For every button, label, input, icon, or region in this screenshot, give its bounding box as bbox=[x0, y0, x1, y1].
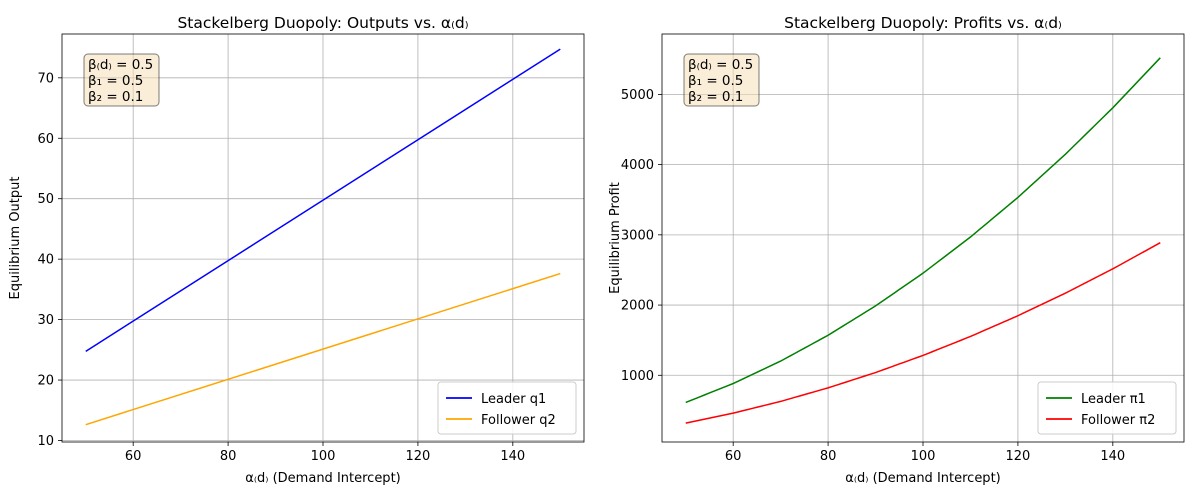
legend-label: Leader π1 bbox=[1081, 392, 1146, 407]
series-line-2 bbox=[685, 242, 1161, 424]
y-axis-label: Equilibrium Profit bbox=[608, 182, 623, 294]
series-line-2 bbox=[85, 272, 561, 426]
legend: Leader π1 Follower π2 bbox=[1037, 381, 1177, 435]
legend-label: Follower π2 bbox=[1081, 413, 1155, 428]
x-tick-label: 120 bbox=[1005, 449, 1030, 464]
parameter-box bbox=[83, 53, 160, 107]
y-tick-label: 20 bbox=[37, 374, 54, 389]
y-tick-label: 30 bbox=[37, 313, 54, 328]
y-tick-label: 2000 bbox=[621, 299, 654, 314]
parameter-text: β₂ = 0.1 bbox=[88, 89, 143, 105]
x-axis-label: α₍d₎ (Demand Intercept) bbox=[845, 471, 1000, 486]
series-line-1 bbox=[685, 57, 1161, 404]
legend: Leader q1 Follower q2 bbox=[437, 381, 577, 435]
y-tick-label: 4000 bbox=[621, 158, 654, 173]
parameter-box bbox=[683, 53, 760, 107]
legend-frame bbox=[1037, 381, 1177, 435]
chart-title: Stackelberg Duopoly: Outputs vs. α₍d₎ bbox=[177, 14, 468, 32]
legend-label: Leader q1 bbox=[481, 392, 546, 407]
y-tick-label: 60 bbox=[37, 132, 54, 147]
series-line-1 bbox=[85, 48, 561, 352]
y-axis-label: Equilibrium Output bbox=[8, 177, 23, 300]
y-tick-label: 3000 bbox=[621, 228, 654, 243]
chart-title: Stackelberg Duopoly: Profits vs. α₍d₎ bbox=[784, 14, 1062, 32]
parameter-text: β₍d₎ = 0.5 bbox=[88, 57, 153, 73]
chart-profits: 60 80 100 120 140 1000 2000 3000 4000 5000 Stackel… bbox=[608, 14, 1185, 486]
x-tick-label: 140 bbox=[500, 449, 525, 464]
parameter-text: β₍d₎ = 0.5 bbox=[688, 57, 753, 73]
x-tick-label: 120 bbox=[405, 449, 430, 464]
parameter-text: β₂ = 0.1 bbox=[688, 89, 743, 105]
y-tick-label: 1000 bbox=[621, 369, 654, 384]
x-tick-label: 80 bbox=[220, 449, 237, 464]
x-tick-label: 60 bbox=[725, 449, 742, 464]
chart-outputs: 60 80 100 120 140 10 20 30 40 50 60 70 Stackelberg D… bbox=[8, 14, 585, 486]
x-axis-label: α₍d₎ (Demand Intercept) bbox=[245, 471, 400, 486]
legend-frame bbox=[437, 381, 577, 435]
x-tick-label: 80 bbox=[820, 449, 837, 464]
y-tick-label: 5000 bbox=[621, 88, 654, 103]
legend-label: Follower q2 bbox=[481, 413, 556, 428]
parameter-text: β₁ = 0.5 bbox=[688, 73, 743, 89]
x-tick-label: 60 bbox=[125, 449, 142, 464]
y-tick-label: 50 bbox=[37, 192, 54, 207]
y-tick-label: 40 bbox=[37, 253, 54, 268]
x-tick-label: 100 bbox=[311, 449, 336, 464]
x-tick-label: 140 bbox=[1100, 449, 1125, 464]
parameter-text: β₁ = 0.5 bbox=[88, 73, 143, 89]
y-tick-label: 10 bbox=[37, 434, 54, 449]
y-tick-label: 70 bbox=[37, 71, 54, 86]
x-tick-label: 100 bbox=[911, 449, 936, 464]
